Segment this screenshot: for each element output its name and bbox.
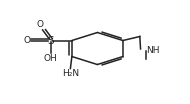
Text: H₂N: H₂N <box>62 69 79 78</box>
Text: O: O <box>23 36 30 45</box>
Text: O: O <box>36 20 44 29</box>
Text: OH: OH <box>44 54 57 63</box>
Text: NH: NH <box>146 46 159 55</box>
Text: S: S <box>47 35 54 46</box>
